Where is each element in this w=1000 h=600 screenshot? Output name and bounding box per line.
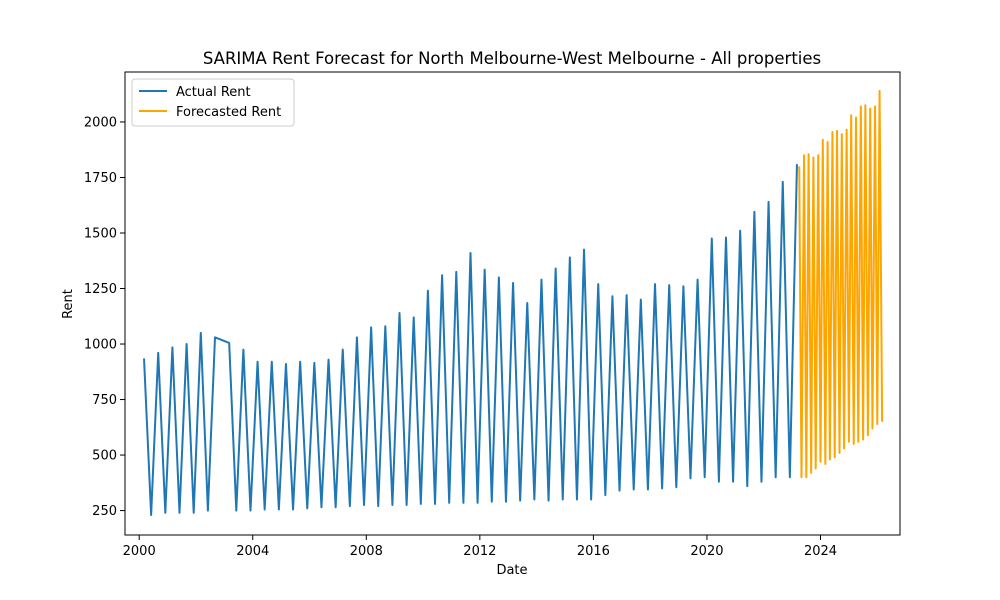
x-axis: 2000 2004 2008 2012 2016 2020 2024 bbox=[123, 535, 837, 559]
y-tick-label: 250 bbox=[92, 504, 117, 519]
x-tick-label: 2020 bbox=[690, 544, 723, 559]
y-tick-label: 1250 bbox=[84, 282, 117, 297]
x-tick-label: 2000 bbox=[123, 544, 156, 559]
x-tick-label: 2016 bbox=[577, 544, 610, 559]
x-tick-label: 2008 bbox=[350, 544, 383, 559]
legend: Actual Rent Forecasted Rent bbox=[131, 78, 295, 127]
y-tick-label: 2000 bbox=[84, 115, 117, 130]
plot-area bbox=[143, 89, 884, 517]
legend-label-actual-rent: Actual Rent bbox=[176, 85, 251, 100]
legend-box bbox=[131, 78, 295, 127]
y-tick-label: 1500 bbox=[84, 226, 117, 241]
y-tick-label: 1000 bbox=[84, 338, 117, 353]
x-tick-label: 2024 bbox=[804, 544, 837, 559]
y-tick-label: 750 bbox=[92, 393, 117, 408]
y-tick-label: 1750 bbox=[84, 171, 117, 186]
series-line-actual-rent bbox=[143, 164, 798, 517]
x-tick-label: 2004 bbox=[236, 544, 269, 559]
x-axis-title: Date bbox=[496, 563, 527, 578]
plot-frame bbox=[124, 71, 901, 536]
y-axis-title: Rent bbox=[61, 289, 76, 319]
y-axis: 250 500 750 1000 1250 1500 1750 2000 bbox=[84, 115, 125, 519]
legend-label-forecasted-rent: Forecasted Rent bbox=[176, 105, 281, 120]
y-tick-label: 500 bbox=[92, 449, 117, 464]
x-tick-label: 2012 bbox=[463, 544, 496, 559]
chart-title: SARIMA Rent Forecast for North Melbourne… bbox=[203, 49, 821, 68]
series-line-forecasted-rent bbox=[798, 89, 884, 479]
